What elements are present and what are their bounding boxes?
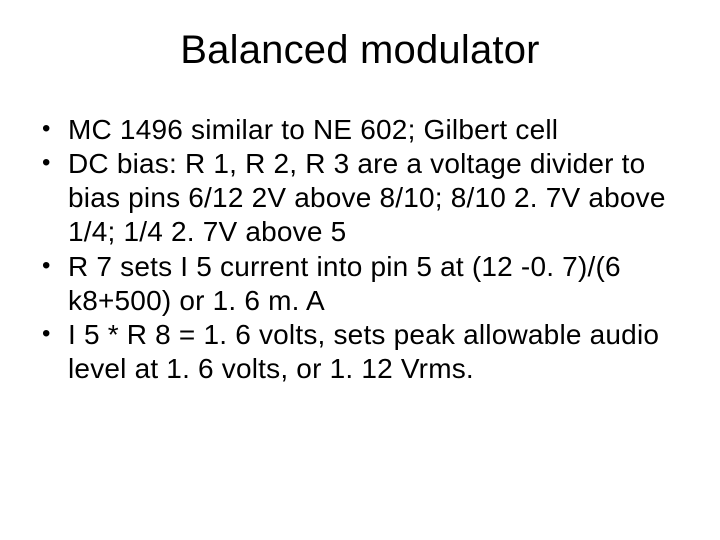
list-item: I 5 * R 8 = 1. 6 volts, sets peak allowa… bbox=[38, 318, 690, 386]
bullet-list: MC 1496 similar to NE 602; Gilbert cell … bbox=[30, 113, 690, 386]
list-item: MC 1496 similar to NE 602; Gilbert cell bbox=[38, 113, 690, 147]
slide: Balanced modulator MC 1496 similar to NE… bbox=[0, 0, 720, 540]
list-item: DC bias: R 1, R 2, R 3 are a voltage div… bbox=[38, 147, 690, 249]
list-item: R 7 sets I 5 current into pin 5 at (12 -… bbox=[38, 250, 690, 318]
slide-title: Balanced modulator bbox=[30, 28, 690, 73]
